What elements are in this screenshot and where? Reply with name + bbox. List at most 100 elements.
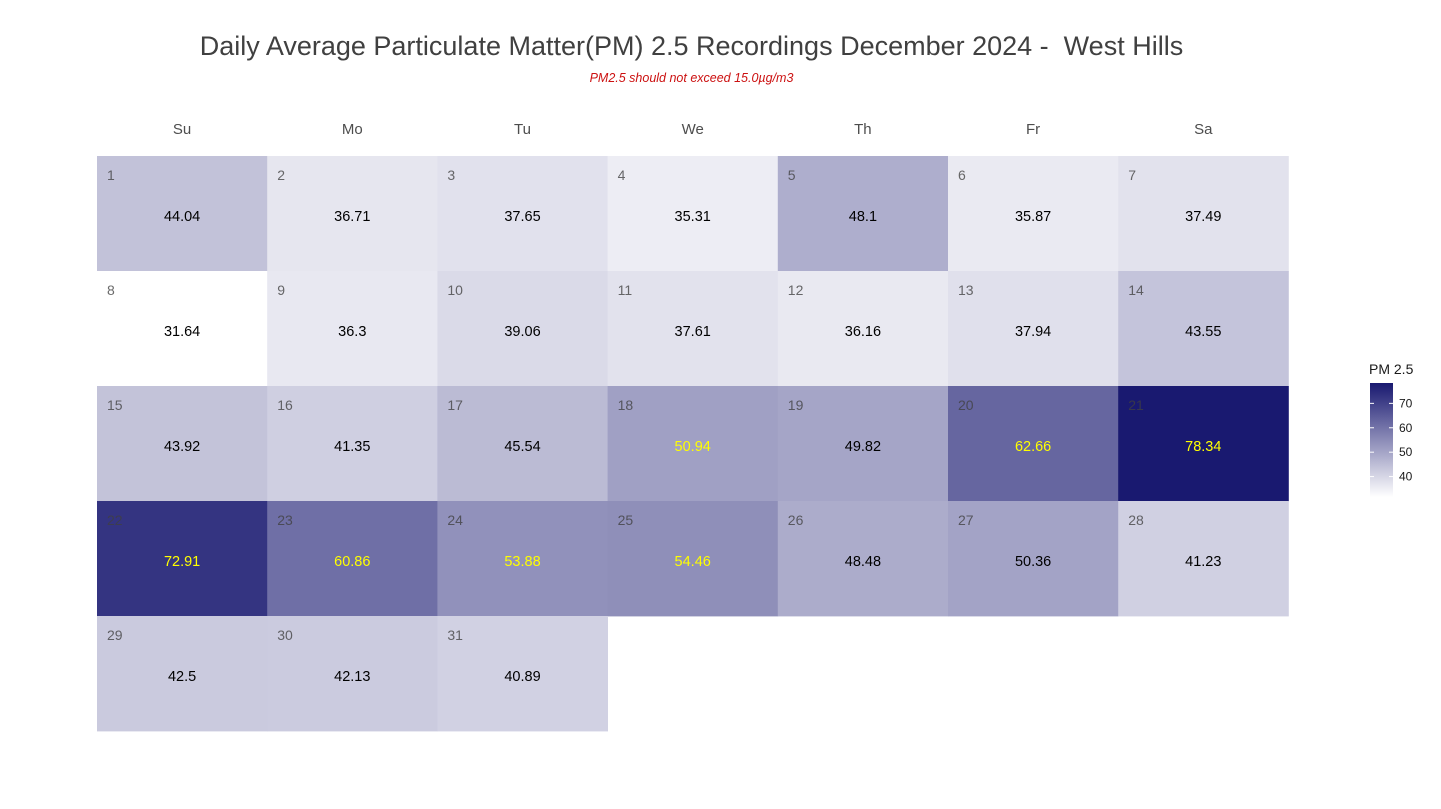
- day-number: 11: [618, 282, 633, 298]
- day-cell-fill: [437, 501, 608, 617]
- weekday-header: Sa: [1194, 121, 1213, 138]
- day-cell-fill: [437, 386, 608, 502]
- day-number: 12: [788, 282, 804, 298]
- calendar-day-cell: 23 60.86: [267, 501, 438, 617]
- day-value-label: 43.55: [1185, 324, 1221, 340]
- day-value-label: 41.23: [1185, 554, 1221, 570]
- day-value-label: 42.13: [334, 669, 370, 685]
- day-number: 27: [958, 512, 974, 528]
- day-cell-fill: [1118, 386, 1289, 502]
- day-value-label: 72.91: [164, 554, 200, 570]
- day-number: 29: [107, 627, 123, 643]
- day-cell-fill: [777, 271, 949, 387]
- day-cell-fill: [97, 616, 268, 732]
- calendar-day-cell: 548.1: [777, 156, 949, 272]
- legend-colorbar: [1370, 383, 1393, 497]
- calendar-day-cell: 10 39.06: [437, 271, 608, 387]
- day-number: 25: [618, 512, 634, 528]
- legend-ticks: 40 50 60 70: [1370, 396, 1413, 484]
- calendar-day-cell: 635.87: [948, 156, 1119, 272]
- weekday-header: Th: [854, 121, 872, 138]
- calendar-day-cell: 28 41.23: [1118, 501, 1289, 617]
- calendar-day-cell: 30 42.13: [267, 616, 438, 732]
- legend-title: PM 2.5: [1369, 361, 1414, 377]
- calendar-grid: 144.04236.71337.65435.31548.1635.87737.4…: [97, 156, 1289, 732]
- day-number: 8: [107, 282, 115, 298]
- calendar-day-cell: 11 37.61: [607, 271, 779, 387]
- calendar-day-cell: 737.49: [1118, 156, 1289, 272]
- day-value-label: 36.3: [338, 324, 366, 340]
- weekday-header: Mo: [342, 121, 363, 138]
- day-number: 18: [618, 397, 634, 413]
- day-number: 7: [1128, 167, 1136, 183]
- day-value-label: 60.86: [334, 554, 370, 570]
- day-value-label: 45.54: [504, 439, 540, 455]
- day-cell-fill: [267, 271, 438, 387]
- day-number: 24: [447, 512, 463, 528]
- day-number: 2: [277, 167, 285, 183]
- day-cell-fill: [267, 386, 438, 502]
- calendar-day-cell: 31 40.89: [437, 616, 608, 732]
- legend-tick-label: 70: [1399, 396, 1413, 410]
- weekday-header: Fr: [1026, 121, 1040, 138]
- day-value-label: 31.64: [164, 324, 200, 340]
- weekday-header: Tu: [514, 121, 531, 138]
- day-value-label: 48.48: [845, 554, 881, 570]
- day-cell-fill: [1118, 501, 1289, 617]
- day-number: 20: [958, 397, 974, 413]
- day-value-label: 37.94: [1015, 324, 1051, 340]
- day-cell-fill: [97, 501, 268, 617]
- day-cell-fill: [97, 156, 268, 272]
- day-number: 15: [107, 397, 123, 413]
- day-number: 26: [788, 512, 804, 528]
- calendar-day-cell: 236.71: [267, 156, 438, 272]
- calendar-day-cell: 16 41.35: [267, 386, 438, 502]
- day-value-label: 42.5: [168, 669, 196, 685]
- day-number: 10: [447, 282, 463, 298]
- day-cell-fill: [948, 271, 1119, 387]
- chart-subtitle: PM2.5 should not exceed 15.0µg/m3: [589, 71, 794, 85]
- day-number: 3: [447, 167, 455, 183]
- day-number: 19: [788, 397, 804, 413]
- day-value-label: 39.06: [504, 324, 540, 340]
- day-cell-fill: [1118, 156, 1289, 272]
- calendar-day-cell: 27 50.36: [948, 501, 1119, 617]
- day-cell-fill: [607, 386, 779, 502]
- calendar-day-cell: 20 62.66: [948, 386, 1119, 502]
- day-number: 23: [277, 512, 293, 528]
- day-number: 31: [447, 627, 463, 643]
- color-legend: PM 2.5 40 50 60 70: [1369, 361, 1414, 497]
- day-cell-fill: [948, 501, 1119, 617]
- day-number: 17: [447, 397, 463, 413]
- calendar-day-cell: 14 43.55: [1118, 271, 1289, 387]
- calendar-day-cell: 144.04: [97, 156, 268, 272]
- calendar-day-cell: 29 42.5: [97, 616, 268, 732]
- calendar-day-cell: 337.65: [437, 156, 608, 272]
- day-cell-fill: [437, 156, 608, 272]
- weekday-header: Su: [173, 121, 191, 138]
- calendar-day-cell: 435.31: [607, 156, 779, 272]
- day-value-label: 49.82: [845, 439, 881, 455]
- weekday-header: We: [682, 121, 704, 138]
- day-cell-fill: [948, 156, 1119, 272]
- day-cell-fill: [948, 386, 1119, 502]
- day-value-label: 50.36: [1015, 554, 1051, 570]
- day-cell-fill: [437, 616, 608, 732]
- day-number: 30: [277, 627, 293, 643]
- day-value-label: 36.16: [845, 324, 881, 340]
- day-number: 21: [1128, 397, 1144, 413]
- day-number: 4: [618, 167, 626, 183]
- day-number: 22: [107, 512, 123, 528]
- day-number: 9: [277, 282, 285, 298]
- calendar-day-cell: 19 49.82: [777, 386, 949, 502]
- day-value-label: 48.1: [849, 209, 877, 225]
- day-value-label: 37.65: [504, 209, 540, 225]
- day-value-label: 35.87: [1015, 209, 1051, 225]
- day-value-label: 53.88: [504, 554, 540, 570]
- day-cell-fill: [97, 271, 268, 387]
- day-value-label: 35.31: [675, 209, 711, 225]
- day-cell-fill: [777, 386, 949, 502]
- day-cell-fill: [1118, 271, 1289, 387]
- day-number: 1: [107, 167, 115, 183]
